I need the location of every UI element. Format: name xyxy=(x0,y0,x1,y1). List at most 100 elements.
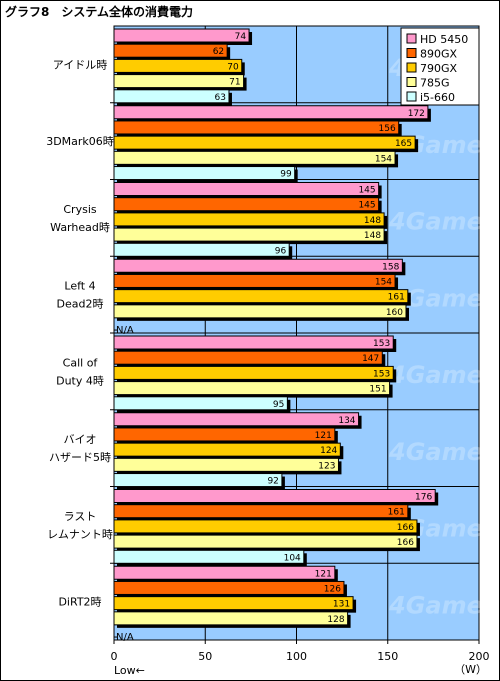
bar-value-label: 147 xyxy=(362,354,379,364)
legend-label: i5-660 xyxy=(420,91,455,104)
na-label: N/A xyxy=(116,632,134,643)
bar xyxy=(113,519,418,534)
bar-value-label: 63 xyxy=(215,93,226,103)
bar xyxy=(113,549,305,564)
category-label: アイドル時 xyxy=(53,58,107,71)
category-label: DiRT2時 xyxy=(58,596,101,609)
plot-area: 4Gamer.net 4Gamer.net 4Gamer.net 4Gamer.net… xyxy=(110,25,500,643)
x-tick-label: 0 xyxy=(111,650,118,663)
bar-value-label: 176 xyxy=(415,493,432,503)
bar xyxy=(113,457,339,472)
bar xyxy=(113,74,245,89)
bar xyxy=(113,258,403,273)
bar-value-label: 148 xyxy=(364,231,381,241)
watermark: 4Gamer.net xyxy=(388,591,500,619)
category-label: ハザード5時 xyxy=(49,451,111,464)
category-label: Crysis xyxy=(63,203,97,216)
bar xyxy=(113,473,283,488)
bar xyxy=(113,489,436,503)
bar xyxy=(113,58,243,73)
category-label: 3DMark06時 xyxy=(46,135,114,148)
bar-value-label: 70 xyxy=(227,62,239,72)
bar xyxy=(113,197,380,212)
bar xyxy=(113,120,400,135)
legend-label: 785G xyxy=(420,77,450,90)
bar xyxy=(113,304,407,319)
bar-value-label: 123 xyxy=(318,461,335,471)
bar-value-label: 165 xyxy=(395,139,412,149)
bar-value-label: 158 xyxy=(382,262,399,272)
bar-value-label: 154 xyxy=(375,154,392,164)
legend-label: HD 5450 xyxy=(420,33,468,46)
bar-value-label: 172 xyxy=(408,109,425,119)
watermark: 4Gamer.net xyxy=(388,208,500,236)
bar xyxy=(113,289,409,304)
x-tick-label: 50 xyxy=(198,650,212,663)
unit-label: （W） xyxy=(454,663,487,676)
legend-swatch xyxy=(406,91,417,102)
bar-value-label: 153 xyxy=(373,339,390,349)
bar-value-label: 121 xyxy=(315,569,332,579)
bar-value-label: 145 xyxy=(358,201,375,211)
category-label: Left 4 xyxy=(64,280,95,293)
bar-value-label: 99 xyxy=(280,170,292,180)
bar xyxy=(113,427,336,442)
bar xyxy=(113,335,394,350)
x-tick-label: 150 xyxy=(377,650,398,663)
category-label: レムナント時 xyxy=(47,528,113,541)
bar xyxy=(113,150,396,165)
bar-value-label: 126 xyxy=(324,584,341,594)
bar-value-label: 92 xyxy=(267,477,278,487)
bar xyxy=(113,396,288,411)
watermark: 4Gamer.net xyxy=(388,361,500,389)
bar xyxy=(113,89,230,104)
bar xyxy=(113,135,416,150)
bar-value-label: 134 xyxy=(338,416,355,426)
category-labels: アイドル時 3DMark06時 Crysis Warhead時 Left 4 Dead2時… xyxy=(46,58,114,608)
bar-value-label: 62 xyxy=(213,47,224,57)
legend-swatch xyxy=(406,33,417,44)
category-label: Dead2時 xyxy=(57,298,104,311)
bar xyxy=(113,273,396,288)
bar xyxy=(113,365,394,380)
bar-value-label: 160 xyxy=(386,308,403,318)
low-label: Low← xyxy=(114,664,145,677)
bar xyxy=(113,412,360,427)
bar-value-label: 145 xyxy=(358,186,375,196)
bar xyxy=(113,442,341,457)
bar-value-label: 156 xyxy=(379,124,396,134)
bar xyxy=(113,534,418,549)
watermark: 4Gamer.net xyxy=(388,438,500,466)
bar xyxy=(113,596,354,611)
bar-value-label: 153 xyxy=(373,369,390,379)
x-tick-label: 200 xyxy=(469,650,490,663)
bar-value-label: 124 xyxy=(320,446,337,456)
x-tick-label: 100 xyxy=(286,650,307,663)
bar xyxy=(113,580,345,595)
bar xyxy=(113,182,380,196)
category-label: Warhead時 xyxy=(50,221,110,234)
category-label: バイオ xyxy=(64,433,97,446)
bar xyxy=(113,565,336,580)
bar xyxy=(113,504,409,519)
bar-value-label: 161 xyxy=(388,293,405,303)
bar xyxy=(113,381,391,396)
bar xyxy=(113,105,429,120)
bar xyxy=(113,166,296,181)
bar-value-label: 95 xyxy=(273,400,284,410)
legend-swatch xyxy=(406,77,417,87)
bar-value-label: 166 xyxy=(397,538,414,548)
bar-value-label: 74 xyxy=(235,32,247,42)
bar-value-label: 104 xyxy=(284,553,301,563)
bar-value-label: 161 xyxy=(388,508,405,518)
legend-swatch xyxy=(406,62,417,73)
bar xyxy=(113,227,385,242)
bar xyxy=(113,212,385,227)
bar-value-label: 71 xyxy=(229,78,240,88)
bar xyxy=(113,611,349,626)
bar-value-label: 131 xyxy=(333,600,350,610)
category-label: ラスト xyxy=(64,510,97,523)
bar-value-label: 121 xyxy=(315,431,332,441)
